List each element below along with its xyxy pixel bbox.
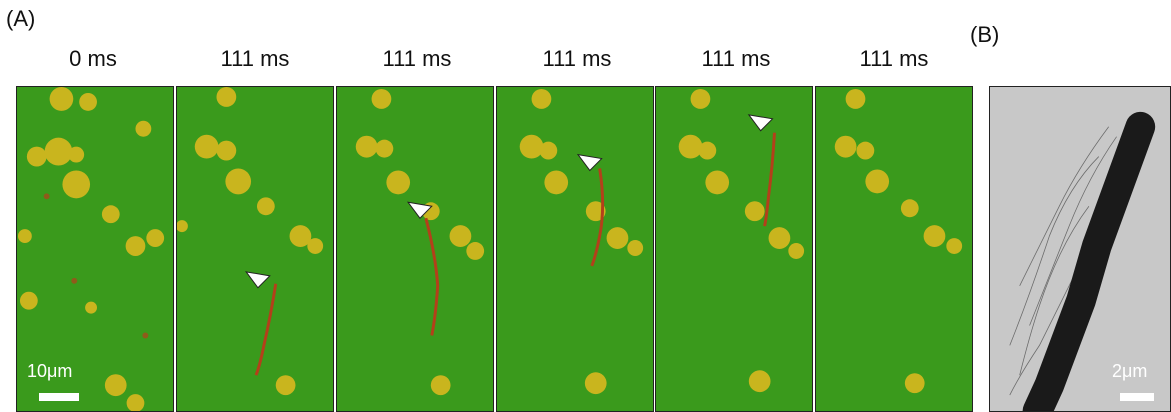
microscopy-image: [656, 87, 812, 411]
frame-time-label: 0 ms: [14, 46, 172, 72]
microscopy-frame: [176, 86, 334, 412]
tem-frame: 2μm: [989, 86, 1171, 412]
scalebar-label: 2μm: [1112, 361, 1147, 382]
microscopy-frame: [496, 86, 654, 412]
frame-time-label: 111 ms: [657, 46, 815, 72]
panel-a-label: (A): [6, 6, 35, 32]
scalebar-label: 10μm: [27, 361, 72, 382]
frame-time-label: 111 ms: [338, 46, 496, 72]
microscopy-frame: 10μm: [16, 86, 174, 412]
scalebar: [39, 393, 79, 401]
microscopy-image: [497, 87, 653, 411]
microscopy-image: [177, 87, 333, 411]
microscopy-image: [337, 87, 493, 411]
microscopy-frame: [655, 86, 813, 412]
microscopy-frame: [336, 86, 494, 412]
frame-time-label: 111 ms: [176, 46, 334, 72]
microscopy-image: [816, 87, 972, 411]
panel-b-label: (B): [970, 22, 999, 48]
scalebar: [1120, 393, 1154, 401]
frame-time-label: 111 ms: [815, 46, 973, 72]
frame-time-label: 111 ms: [498, 46, 656, 72]
microscopy-frame: [815, 86, 973, 412]
